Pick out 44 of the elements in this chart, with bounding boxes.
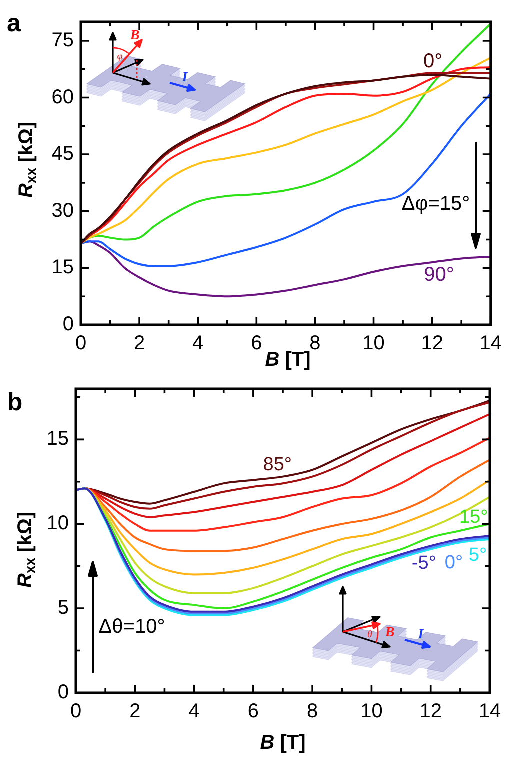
series-label: 5° bbox=[468, 544, 488, 566]
x-tick-label: 4 bbox=[192, 332, 204, 355]
series-label: 90° bbox=[424, 264, 454, 286]
x-tick-label: 6 bbox=[248, 700, 259, 723]
x-axis-title: B [T] bbox=[265, 349, 311, 371]
series-label: 0° bbox=[444, 552, 464, 574]
x-tick-label: 2 bbox=[134, 332, 146, 355]
series-label: 85° bbox=[263, 454, 292, 476]
series-label: 0° bbox=[424, 50, 443, 73]
annotation: I bbox=[417, 628, 424, 642]
x-tick-label: 2 bbox=[130, 700, 141, 723]
chart-title: b bbox=[7, 388, 23, 416]
x-tick-label: 14 bbox=[480, 332, 502, 355]
y-tick-label: 10 bbox=[46, 512, 69, 535]
y-tick-label: 15 bbox=[46, 428, 69, 450]
x-axis-title: B [T] bbox=[260, 732, 306, 754]
y-tick-label: 60 bbox=[52, 86, 74, 108]
x-tick-label: 14 bbox=[478, 700, 502, 723]
y-tick-label: 30 bbox=[52, 200, 74, 222]
y-tick-label: 45 bbox=[52, 143, 74, 166]
x-tick-label: 12 bbox=[421, 332, 444, 355]
series-label: 15° bbox=[459, 507, 488, 528]
x-tick-label: 10 bbox=[362, 332, 385, 355]
annotation: B bbox=[384, 626, 395, 640]
y-tick-label: 0 bbox=[62, 314, 74, 336]
y-tick-label: 15 bbox=[52, 256, 74, 279]
x-tick-label: 10 bbox=[360, 700, 383, 723]
y-tick-label: 5 bbox=[58, 597, 69, 620]
x-tick-label: 4 bbox=[188, 700, 200, 723]
chart-title: a bbox=[7, 10, 21, 38]
x-tick-label: 8 bbox=[307, 700, 318, 723]
annotation: φ bbox=[117, 52, 124, 62]
annotation: θ bbox=[368, 630, 373, 640]
annotation: Δθ=10° bbox=[98, 616, 166, 638]
x-tick-label: 6 bbox=[251, 332, 262, 355]
x-tick-label: 12 bbox=[420, 700, 442, 723]
annotation: I bbox=[181, 70, 188, 86]
y-tick-label: 75 bbox=[52, 29, 74, 52]
series-label: -5° bbox=[412, 553, 436, 574]
annotation: Δφ=15° bbox=[402, 193, 470, 215]
line-series bbox=[81, 92, 491, 268]
annotation: B bbox=[129, 28, 140, 44]
x-tick-label: 8 bbox=[310, 332, 321, 355]
y-tick-label: 0 bbox=[58, 682, 69, 704]
